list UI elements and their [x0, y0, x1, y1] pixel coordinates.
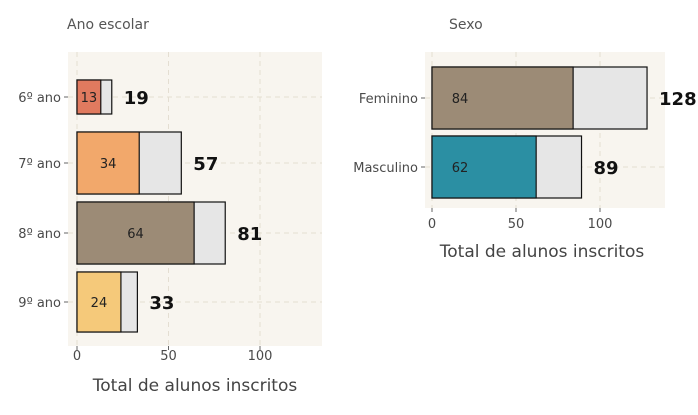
bar-highlight	[76, 271, 122, 333]
bar-value-label: 84	[452, 92, 469, 107]
bar-value-label: 64	[127, 227, 144, 242]
y-tick-label: 9º ano	[18, 296, 61, 311]
x-tick-label: 50	[508, 217, 525, 232]
x-tick-label: 50	[160, 349, 177, 364]
bar-highlight	[76, 79, 102, 115]
bar-highlight	[76, 131, 140, 195]
bar-value-label: 13	[81, 91, 98, 106]
panel-title: Ano escolar	[67, 17, 149, 33]
y-tick-label: 6º ano	[18, 91, 61, 106]
x-tick-label: 100	[588, 217, 613, 232]
bar-total-label: 19	[124, 88, 149, 109]
bar-total-label: 128	[659, 89, 697, 110]
x-axis-title: Total de alunos inscritos	[439, 242, 645, 262]
bar-value-label: 62	[452, 161, 469, 176]
bar-total-label: 33	[149, 293, 174, 314]
bar-total-label: 81	[237, 224, 262, 245]
y-tick-label: 7º ano	[18, 157, 61, 172]
y-tick-label: 8º ano	[18, 227, 61, 242]
x-tick-label: 0	[73, 349, 81, 364]
bar-total-label: 57	[193, 154, 218, 175]
bar-value-label: 34	[100, 157, 117, 172]
y-tick-label: Masculino	[353, 161, 418, 176]
bar-highlight	[431, 66, 574, 130]
x-axis-title: Total de alunos inscritos	[92, 376, 298, 396]
bar-total-label: 89	[594, 158, 619, 179]
bar-value-label: 24	[91, 296, 108, 311]
x-tick-label: 100	[248, 349, 273, 364]
x-tick-label: 0	[428, 217, 436, 232]
bar-highlight	[76, 201, 195, 265]
y-tick-label: Feminino	[359, 92, 418, 107]
panel-title: Sexo	[449, 17, 483, 33]
bar-highlight	[431, 135, 537, 199]
